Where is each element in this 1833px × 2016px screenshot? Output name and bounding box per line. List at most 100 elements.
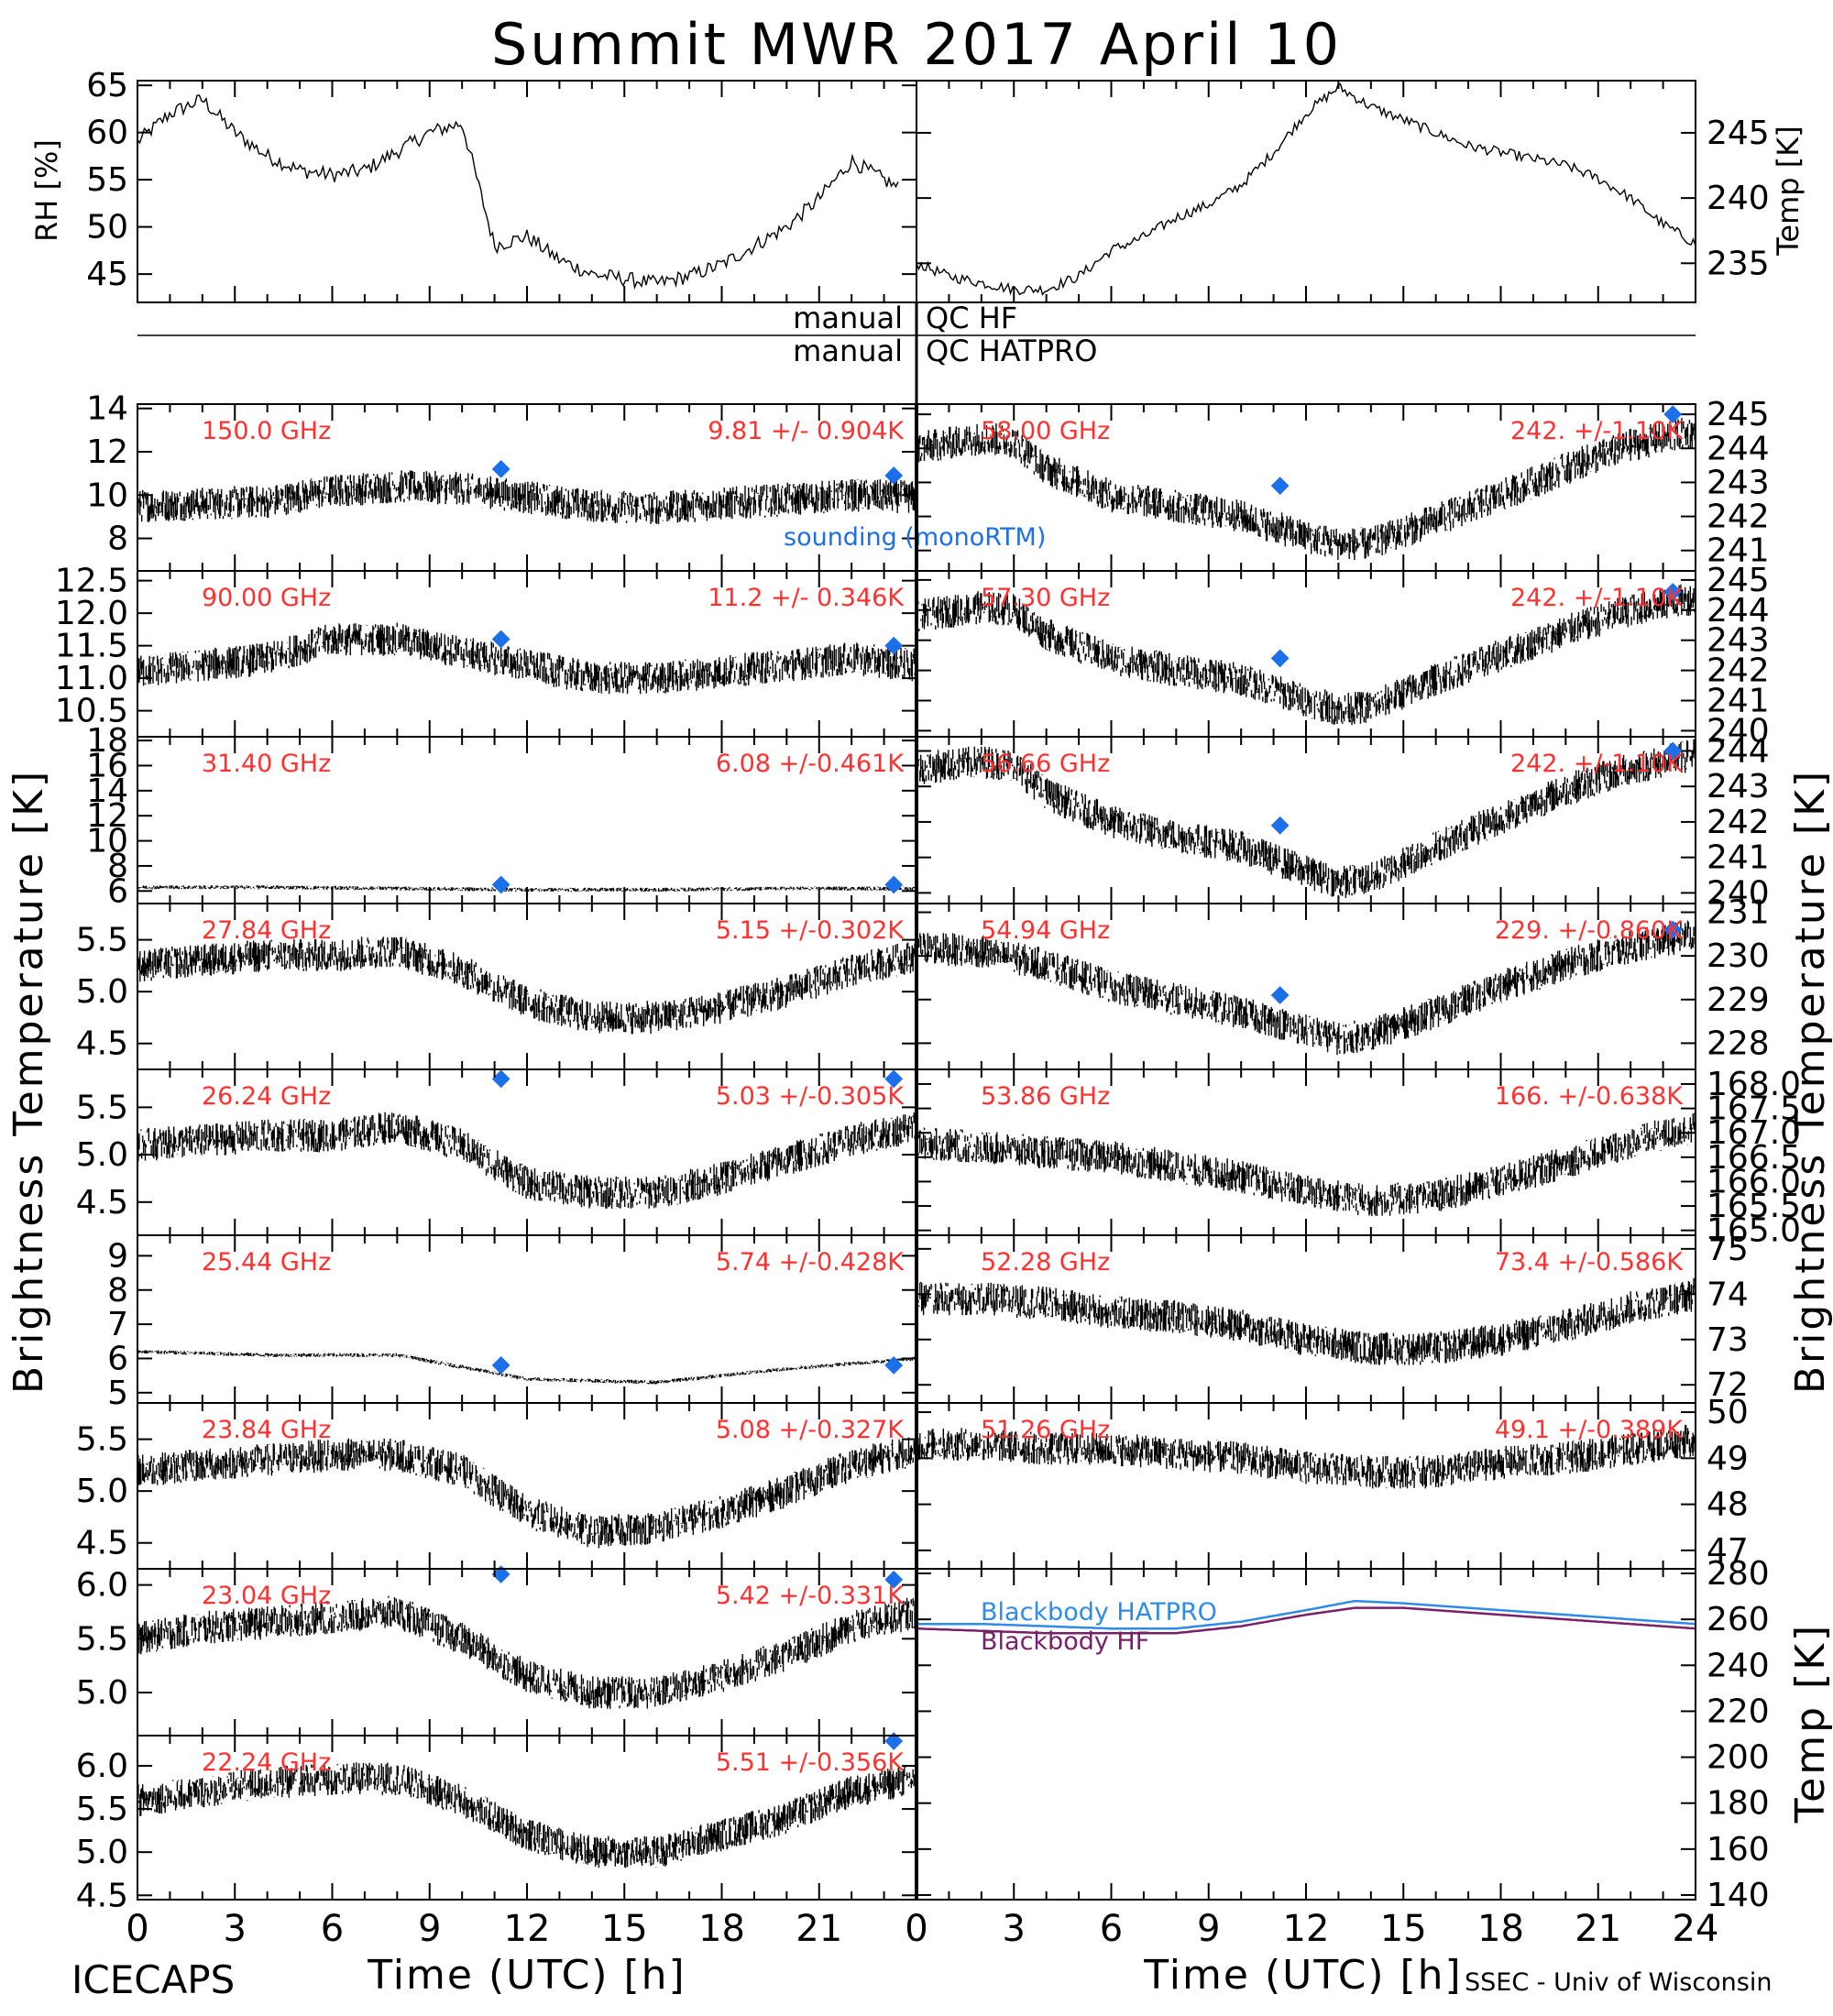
tb-hatpro-56.66-panel-ytick-label: 244: [1707, 732, 1770, 770]
tb-hatpro-52.28-panel: 72 73 74 75 52.28 GHz 73.4 +/-0.586K: [916, 1231, 1749, 1404]
tb-hatpro-56.66-sounding-point: [1663, 741, 1683, 761]
tb-hatpro-53.86-panel-ytick-label: 167.5: [1707, 1090, 1801, 1128]
tb-hatpro-26.24-sounding-point: [884, 1069, 904, 1089]
tb-hatpro-31.40-panel-ytick-label: 6: [107, 872, 128, 910]
tb-hatpro-22.24-stat-label: 5.51 +/-0.356K: [716, 1748, 905, 1777]
tb-hatpro-26.24-stat-label: 5.03 +/-0.305K: [716, 1082, 905, 1111]
tb-hatpro-26.24-panel-ytick-label: 5.0: [76, 1136, 128, 1174]
tb-hatpro-23.04-sounding-point: [491, 1565, 510, 1583]
tb-hatpro-51.26-panel-ytick-label: 49: [1707, 1440, 1749, 1477]
qc-row-right-label: QC HATPRO: [926, 334, 1097, 368]
x-tick-label-left: 18: [698, 1908, 745, 1950]
tb-hatpro-57.30-frequency-label: 57.30 GHz: [981, 584, 1110, 612]
tb-hatpro-51.26-panel-ytick-label: 47: [1707, 1532, 1749, 1570]
tb-hatpro-51.26-panel-ytick-label: 50: [1707, 1394, 1749, 1431]
x-tick-label-left: 6: [321, 1908, 344, 1950]
tb-hatpro-25.44-sounding-point: [491, 1356, 510, 1375]
tb-hatpro-22.24-panel-ytick-label: 5.0: [76, 1834, 128, 1871]
tb-hatpro-26.24-panel-ytick-label: 5.5: [76, 1089, 128, 1126]
tb-hatpro-23.04-stat-label: 5.42 +/-0.331K: [716, 1582, 905, 1610]
temp-panel-ytick-label: 240: [1707, 180, 1770, 217]
tb-hatpro-54.94-panel-ytick-label: 228: [1707, 1024, 1770, 1062]
tb-hatpro-22.24-panel-ytick-label: 6.0: [76, 1748, 128, 1785]
tb-hatpro-54.94-panel-ytick-label: 230: [1707, 937, 1770, 975]
tb-hatpro-51.26-stat-label: 49.1 +/-0.389K: [1495, 1416, 1684, 1444]
tb-hatpro-27.84-panel-ytick-label: 5.5: [76, 922, 128, 959]
x-tick-label-left: 0: [126, 1908, 148, 1950]
tb-hf-150-panel-ytick-label: 10: [86, 477, 128, 514]
tb-hatpro-58.00-sounding-point: [1270, 477, 1290, 496]
tb-hatpro-31.40-panel-ytick-label: 10: [86, 823, 128, 860]
tb-hatpro-57.30-panel-ytick-label: 241: [1707, 683, 1770, 720]
tb-hf-90-panel-ytick-label: 10.5: [55, 693, 128, 730]
tb-hatpro-53.86-panel-ytick-label: 166.0: [1707, 1163, 1801, 1200]
x-tick-label-left: 15: [601, 1908, 648, 1950]
x-tick-label-right: 15: [1380, 1908, 1427, 1950]
tb-hatpro-22.24-frequency-label: 22.24 GHz: [202, 1748, 331, 1777]
tb-hatpro-53.86-panel-ytick-label: 165.5: [1707, 1188, 1801, 1225]
blackbody-panel-ytick-label: 240: [1707, 1647, 1770, 1684]
blackbody-panel-ytick-label: 200: [1707, 1739, 1770, 1777]
tb-hatpro-52.28-frequency-label: 52.28 GHz: [981, 1248, 1110, 1276]
y-axis-label-right: Brightness Temperature [K]: [1787, 769, 1833, 1394]
tb-hatpro-54.94-stat-label: 229. +/-0.860K: [1495, 916, 1684, 945]
tb-hatpro-58.00-frequency-label: 58.00 GHz: [981, 417, 1110, 445]
temp-line: [916, 82, 1696, 296]
x-tick-label-right: 12: [1283, 1908, 1330, 1950]
blackbody-panel-ytick-label: 160: [1707, 1831, 1770, 1868]
rh-panel-ytick-label: 55: [86, 161, 128, 199]
tb-hatpro-27.84-frequency-label: 27.84 GHz: [202, 916, 331, 945]
blackbody-series-0-line: [916, 1599, 1696, 1630]
tb-hatpro-22.24-panel: 4.5 5.0 5.5 6.0 22.24 GHz 5.51 +/-0.356K: [76, 1732, 917, 1914]
blackbody-panel-ytick-label: 260: [1707, 1601, 1770, 1638]
tb-hatpro-23.84-panel-ytick-label: 5.0: [76, 1473, 128, 1510]
x-tick-label-right: 0: [905, 1908, 927, 1950]
tb-hatpro-31.40-panel-ytick-label: 8: [107, 848, 128, 885]
tb-hatpro-53.86-panel-ytick-label: 166.5: [1707, 1139, 1801, 1177]
tb-hatpro-56.66-panel-ytick-label: 240: [1707, 874, 1770, 912]
tb-hatpro-25.44-panel-ytick-label: 5: [107, 1375, 128, 1412]
tb-hatpro-56.66-panel-ytick-label: 243: [1707, 768, 1770, 805]
tb-hf-90-stat-label: 11.2 +/- 0.346K: [708, 584, 905, 612]
rh-panel-ytick-label: 60: [86, 115, 128, 152]
tb-hatpro-27.84-panel-ytick-label: 4.5: [76, 1025, 128, 1063]
tb-hatpro-26.24-panel: 4.5 5.0 5.5 26.24 GHz 5.03 +/-0.305K: [76, 1068, 917, 1236]
tb-hatpro-26.24-frequency-label: 26.24 GHz: [202, 1082, 331, 1111]
tb-hatpro-52.28-stat-label: 73.4 +/-0.586K: [1495, 1248, 1684, 1276]
tb-hatpro-22.24-panel-ytick-label: 4.5: [76, 1877, 128, 1914]
tb-hatpro-56.66-stat-label: 242. +/-1.10K: [1510, 750, 1684, 778]
blackbody-panel-ytick-label: 220: [1707, 1693, 1770, 1730]
tb-hf-150-frequency-label: 150.0 GHz: [202, 417, 331, 445]
temp-panel-ytick-label: 235: [1707, 245, 1770, 282]
tb-hatpro-57.30-panel-ytick-label: 240: [1707, 712, 1770, 750]
tb-hatpro-57.30-panel-ytick-label: 242: [1707, 652, 1770, 690]
tb-hatpro-23.04-panel: 5.0 5.5 6.0 23.04 GHz 5.42 +/-0.331K: [76, 1565, 917, 1737]
tb-hatpro-54.94-frequency-label: 54.94 GHz: [981, 916, 1110, 945]
tb-hatpro-26.24-sounding-point: [491, 1069, 510, 1089]
x-tick-label-left: 12: [504, 1908, 551, 1950]
tb-hatpro-57.30-sounding-point: [1663, 583, 1683, 601]
x-axis-label-left: Time (UTC) [h]: [367, 1952, 686, 1999]
tb-hatpro-31.40-sounding-point: [491, 875, 510, 894]
tb-hatpro-31.40-panel-ytick-label: 18: [86, 722, 128, 760]
tb-hatpro-57.30-stat-label: 242. +/-1.10K: [1510, 584, 1684, 612]
tb-hatpro-51.26-panel-ytick-label: 48: [1707, 1486, 1749, 1524]
tb-hatpro-23.04-frequency-label: 23.04 GHz: [202, 1582, 331, 1610]
tb-hatpro-54.94-panel: 228 229 230 231 54.94 GHz 229. +/-0.860K: [916, 894, 1770, 1070]
x-tick-label-right: 18: [1477, 1908, 1524, 1950]
tb-hatpro-58.00-panel-ytick-label: 243: [1707, 464, 1770, 501]
tb-hatpro-58.00-stat-label: 242. +/-1.10K: [1510, 417, 1684, 445]
tb-hf-150-panel-ytick-label: 14: [86, 390, 128, 428]
tb-hatpro-23.04-panel-ytick-label: 5.0: [76, 1674, 128, 1712]
x-tick-label-right: 21: [1575, 1908, 1621, 1950]
tb-hatpro-56.66-panel-ytick-label: 241: [1707, 839, 1770, 877]
rh-panel: 45 50 55 60 65 RH [%]: [29, 67, 917, 303]
tb-hatpro-53.86-stat-label: 166. +/-0.638K: [1495, 1082, 1684, 1111]
tb-hatpro-22.24-sounding-point: [884, 1732, 904, 1750]
tb-hatpro-25.44-stat-label: 5.74 +/-0.428K: [716, 1248, 905, 1276]
